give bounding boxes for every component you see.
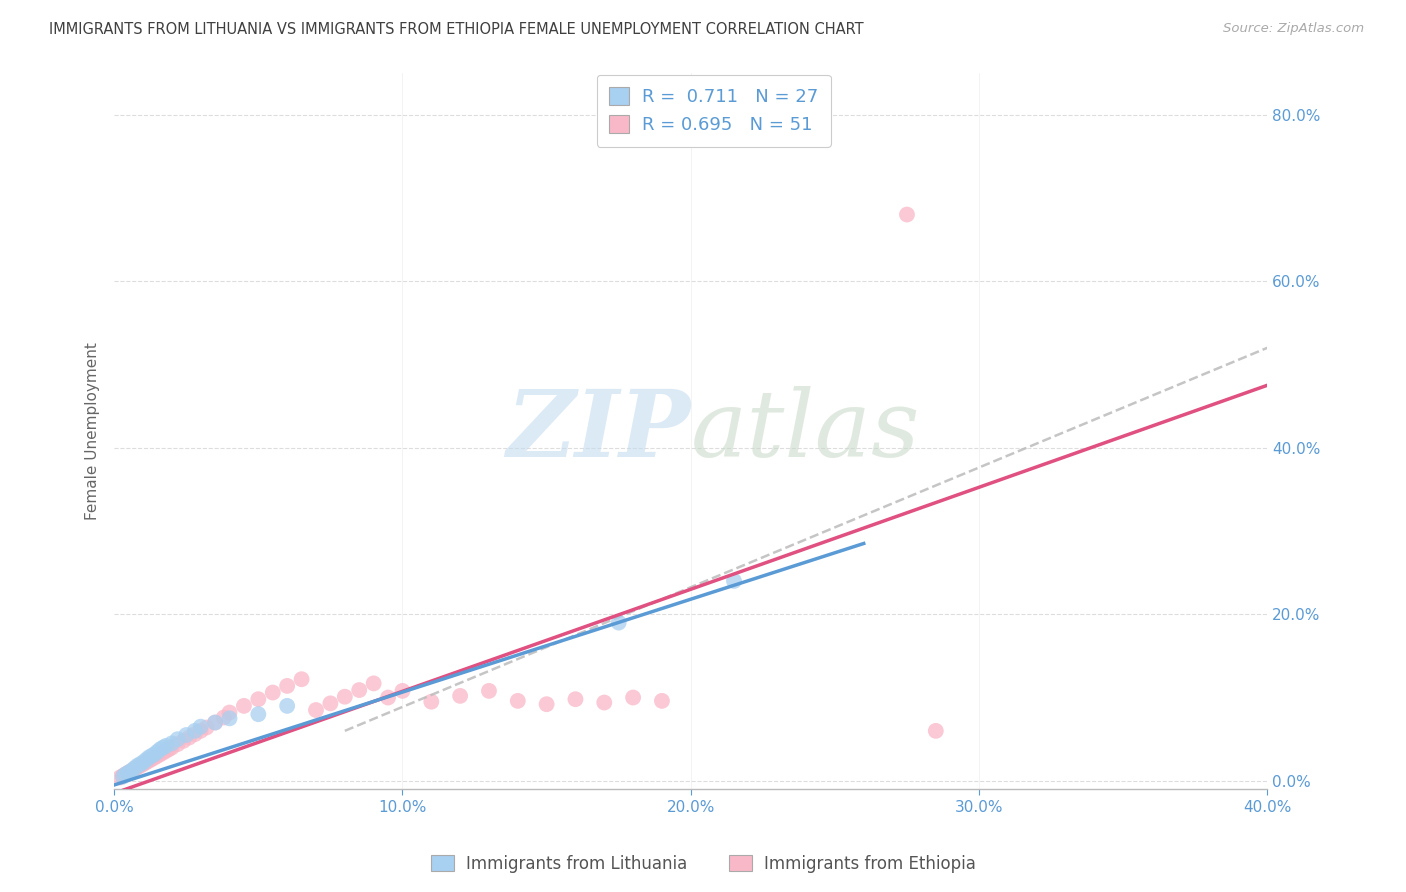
- Point: [152, 746, 174, 760]
- Point: [172, 734, 194, 748]
- Point: [152, 740, 174, 755]
- Point: [179, 731, 201, 745]
- Point: [135, 753, 157, 767]
- Point: [160, 740, 183, 755]
- Point: [896, 208, 918, 222]
- Point: [190, 723, 212, 738]
- Point: [218, 711, 240, 725]
- Point: [174, 728, 197, 742]
- Point: [155, 739, 177, 753]
- Point: [420, 695, 443, 709]
- Legend: Immigrants from Lithuania, Immigrants from Ethiopia: Immigrants from Lithuania, Immigrants fr…: [425, 848, 981, 880]
- Point: [155, 744, 177, 758]
- Point: [143, 747, 166, 761]
- Point: [117, 765, 139, 780]
- Point: [204, 715, 226, 730]
- Point: [124, 761, 146, 775]
- Point: [247, 692, 270, 706]
- Point: [138, 750, 160, 764]
- Point: [160, 736, 183, 750]
- Text: ZIP: ZIP: [506, 386, 690, 476]
- Point: [305, 703, 328, 717]
- Point: [607, 615, 630, 630]
- Point: [212, 710, 235, 724]
- Point: [195, 721, 218, 735]
- Point: [111, 769, 134, 783]
- Point: [319, 697, 342, 711]
- Point: [276, 679, 298, 693]
- Point: [449, 689, 471, 703]
- Point: [478, 684, 501, 698]
- Point: [143, 750, 166, 764]
- Point: [276, 698, 298, 713]
- Point: [247, 707, 270, 722]
- Point: [184, 727, 207, 741]
- Point: [218, 706, 240, 720]
- Point: [506, 694, 529, 708]
- Point: [135, 756, 157, 770]
- Text: atlas: atlas: [690, 386, 921, 476]
- Point: [141, 752, 163, 766]
- Point: [117, 765, 139, 780]
- Y-axis label: Female Unemployment: Female Unemployment: [86, 343, 100, 520]
- Point: [204, 715, 226, 730]
- Point: [149, 742, 172, 756]
- Point: [262, 685, 284, 699]
- Point: [111, 770, 134, 784]
- Text: IMMIGRANTS FROM LITHUANIA VS IMMIGRANTS FROM ETHIOPIA FEMALE UNEMPLOYMENT CORREL: IMMIGRANTS FROM LITHUANIA VS IMMIGRANTS …: [49, 22, 863, 37]
- Point: [132, 756, 155, 770]
- Point: [391, 684, 413, 698]
- Point: [349, 683, 371, 698]
- Point: [149, 747, 172, 761]
- Point: [377, 690, 399, 705]
- Point: [621, 690, 644, 705]
- Point: [121, 764, 143, 778]
- Point: [184, 723, 207, 738]
- Point: [138, 754, 160, 768]
- Legend: R =  0.711   N = 27, R = 0.695   N = 51: R = 0.711 N = 27, R = 0.695 N = 51: [596, 75, 831, 147]
- Point: [127, 760, 149, 774]
- Point: [129, 759, 152, 773]
- Point: [564, 692, 586, 706]
- Point: [166, 737, 188, 751]
- Point: [114, 767, 136, 781]
- Point: [108, 771, 131, 785]
- Text: Source: ZipAtlas.com: Source: ZipAtlas.com: [1223, 22, 1364, 36]
- Point: [593, 696, 616, 710]
- Point: [114, 767, 136, 781]
- Point: [190, 720, 212, 734]
- Point: [536, 697, 558, 711]
- Point: [363, 676, 385, 690]
- Point: [127, 759, 149, 773]
- Point: [124, 762, 146, 776]
- Point: [925, 723, 948, 738]
- Point: [141, 748, 163, 763]
- Point: [723, 574, 745, 588]
- Point: [290, 672, 312, 686]
- Point: [166, 732, 188, 747]
- Point: [157, 742, 180, 756]
- Point: [651, 694, 673, 708]
- Point: [333, 690, 356, 704]
- Point: [132, 757, 155, 772]
- Point: [232, 698, 254, 713]
- Point: [129, 757, 152, 772]
- Point: [146, 745, 169, 759]
- Point: [121, 764, 143, 778]
- Point: [146, 748, 169, 763]
